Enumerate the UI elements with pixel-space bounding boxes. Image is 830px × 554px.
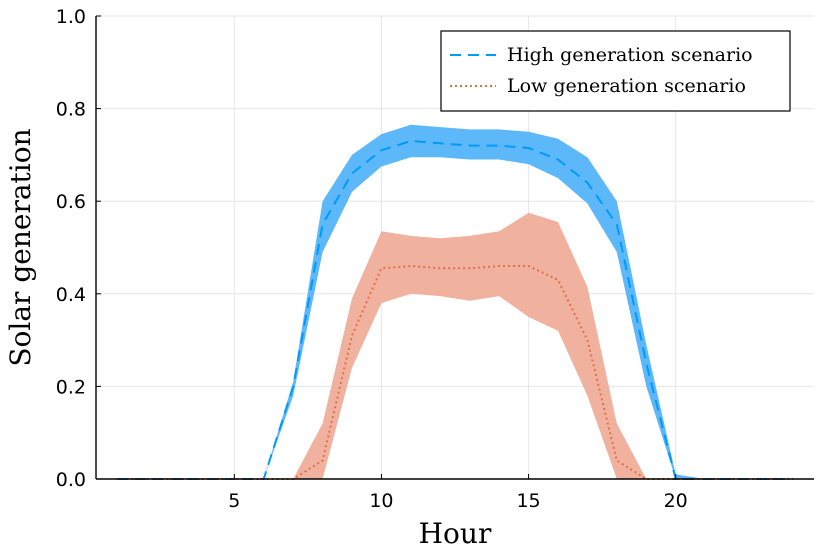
y-tick-label: 0.2 (56, 376, 86, 398)
uncertainty-bands (116, 124, 794, 480)
series-lines (116, 139, 794, 480)
y-tick-label: 0.0 (56, 469, 86, 491)
x-tick-label: 20 (664, 490, 688, 512)
axes (95, 16, 814, 480)
y-tick-label: 0.8 (56, 99, 86, 121)
x-tick-label: 10 (369, 490, 393, 512)
legend-label-low: Low generation scenario (507, 75, 746, 97)
x-tick-label: 15 (516, 490, 540, 512)
legend-label-high: High generation scenario (507, 44, 753, 66)
line-low-scenario (116, 264, 794, 480)
band-low-scenario (116, 212, 794, 480)
x-tick-label: 5 (228, 490, 240, 512)
ticks: 5 10 15 20 0.0 0.2 0.4 0.6 0.8 1.0 (56, 6, 688, 512)
legend-box (440, 30, 791, 112)
band-high-scenario (116, 124, 794, 480)
x-axis-title: Hour (419, 517, 492, 550)
y-tick-label: 1.0 (56, 6, 86, 28)
line-high-scenario (116, 139, 794, 480)
y-axis-title: Solar generation (4, 128, 37, 366)
legend: High generation scenario Low generation … (440, 30, 791, 112)
y-tick-label: 0.6 (56, 191, 86, 213)
y-tick-label: 0.4 (56, 284, 86, 306)
